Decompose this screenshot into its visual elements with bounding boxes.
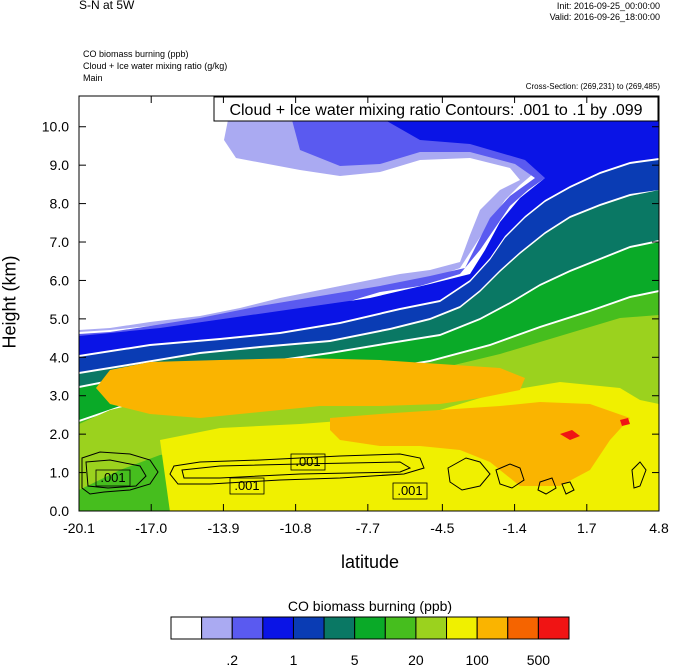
- co-band-3: [79, 160, 659, 372]
- y-tick-label: 3.0: [50, 388, 70, 404]
- contour-label: .001: [295, 454, 320, 469]
- cloud-ice-contours: [81, 451, 647, 495]
- colorbar-box-8: [415, 616, 448, 640]
- contour-line-1: [85, 459, 147, 489]
- contour-line-2: [169, 453, 425, 485]
- y-tick-label: 6.0: [50, 272, 70, 288]
- y-tick-label: 0.0: [50, 503, 70, 519]
- contour-label: .001: [100, 470, 125, 485]
- contour-label-box: [290, 453, 326, 471]
- y-tick-label: 10.0: [42, 119, 69, 135]
- y-tick-label: 8.0: [50, 196, 70, 212]
- colorbar-box-1: [201, 616, 233, 640]
- colorbar-label: 20: [408, 652, 424, 668]
- colorbar-box-12: [537, 616, 570, 640]
- contour-info-box: [213, 96, 659, 122]
- contour-label-box: [95, 469, 131, 487]
- y-tick-label: 5.0: [50, 311, 70, 327]
- contour-line-3: [181, 461, 412, 479]
- y-tick-label: 1.0: [50, 465, 70, 481]
- co-band-9: [96, 358, 525, 418]
- colorbar-box-2: [231, 616, 264, 640]
- colorbar-label: 1: [290, 652, 298, 668]
- contour-line-5: [495, 463, 525, 489]
- x-tick-label: -7.7: [356, 520, 380, 536]
- contour-line-0: [81, 451, 159, 495]
- colorbar-box-7: [384, 616, 417, 640]
- x-axis-label: latitude: [340, 552, 400, 572]
- colorbar-title: CO biomass burning (ppb): [287, 598, 453, 614]
- y-tick-label: 4.0: [50, 349, 70, 365]
- x-tick-label: 1.7: [577, 520, 597, 536]
- contour-line-8: [631, 461, 647, 489]
- y-axis-label: Height (km): [0, 255, 20, 349]
- contour-label: .001: [234, 478, 259, 493]
- x-tick-label: -20.1: [63, 520, 95, 536]
- subtitle-cloud: Cloud + Ice water mixing ratio (g/kg): [83, 61, 228, 71]
- co-band-12: [620, 418, 630, 426]
- colorbar-box-6: [354, 616, 386, 640]
- x-tick-label: -4.5: [430, 520, 454, 536]
- y-tick-label: 9.0: [50, 157, 70, 173]
- plot-title: S-N at 5W: [79, 0, 135, 12]
- colorbar-box-0: [170, 616, 203, 640]
- co-band-11: [560, 430, 580, 440]
- x-tick-label: -13.9: [207, 520, 239, 536]
- co-band-10: [330, 402, 630, 486]
- contour-line-7: [561, 481, 575, 495]
- colorbar-box-11: [507, 616, 539, 640]
- y-tick-label: 7.0: [50, 234, 70, 250]
- cross-section-label: Cross-Section: (269,231) to (269,485): [525, 82, 660, 91]
- contour-line-6: [537, 477, 557, 495]
- x-tick-label: -10.8: [280, 520, 312, 536]
- colorbar-box-9: [446, 616, 478, 640]
- colorbar-label: 5: [351, 652, 359, 668]
- chart-title: Cloud + Ice water mixing ratio Contours:…: [229, 102, 642, 119]
- init-time: Init: 2016-09-25_00:00:00: [556, 1, 660, 11]
- contour-label-box: [229, 477, 265, 495]
- valid-time: Valid: 2016-09-26_18:00:00: [549, 12, 660, 22]
- contour-line-4: [447, 457, 491, 491]
- colorbar-box-5: [323, 616, 356, 640]
- x-tick-label: 4.8: [649, 520, 669, 536]
- contour-label: .001: [397, 483, 422, 498]
- colorbar-box-3: [262, 616, 294, 640]
- plot-frame: [78, 95, 660, 512]
- colorbar-label: .2: [226, 652, 238, 668]
- co-band-1: [79, 96, 659, 345]
- colorbar-label: 100: [465, 652, 489, 668]
- x-tick-label: -17.0: [135, 520, 167, 536]
- subtitle-main: Main: [83, 73, 103, 83]
- colorbar-box-4: [292, 616, 325, 640]
- x-tick-label: -1.4: [503, 520, 527, 536]
- colorbar-label: 500: [527, 652, 551, 668]
- subtitle-co: CO biomass burning (ppb): [83, 49, 189, 59]
- heatmap-field: .001 .001 .001 .001: [79, 96, 659, 511]
- colorbar-box-10: [476, 616, 509, 640]
- y-tick-label: 2.0: [50, 426, 70, 442]
- co-band-2: [79, 96, 659, 355]
- contour-label-box: [392, 482, 428, 500]
